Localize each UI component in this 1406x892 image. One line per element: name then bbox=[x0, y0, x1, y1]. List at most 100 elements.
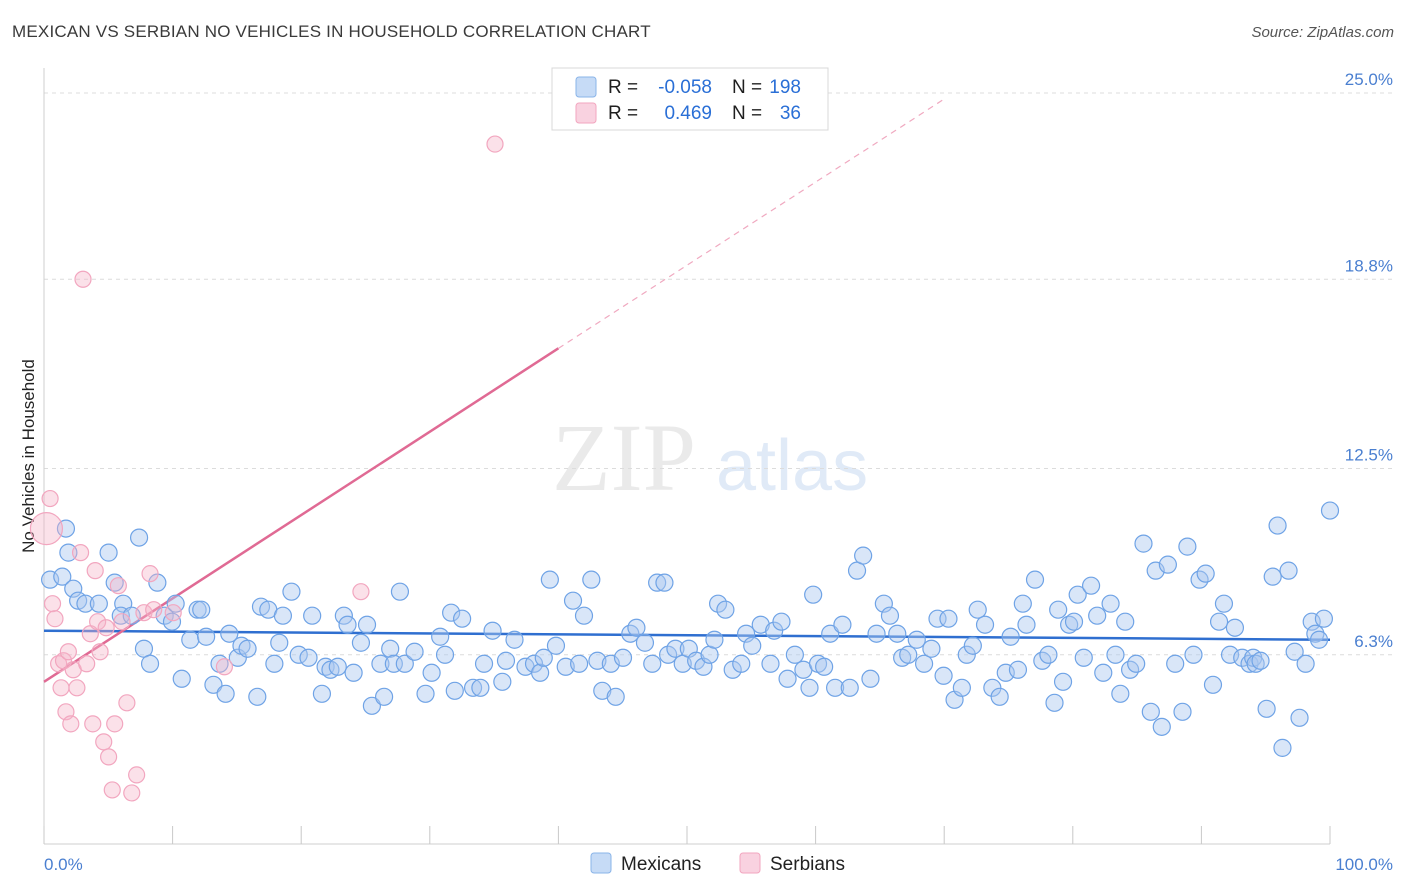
mexicans-point bbox=[1257, 699, 1276, 718]
mexicans-point bbox=[1285, 642, 1304, 661]
mexicans-point bbox=[1060, 615, 1079, 634]
mexicans-point bbox=[1209, 612, 1229, 631]
mexicans-point bbox=[463, 678, 483, 697]
mexicans-point bbox=[952, 678, 971, 697]
mexicans-point bbox=[453, 609, 472, 628]
mexicans-point bbox=[59, 543, 78, 562]
mexicans-point bbox=[344, 663, 363, 682]
mexicans-point bbox=[442, 603, 461, 622]
mexicans-point bbox=[1088, 606, 1107, 625]
mexicans-point bbox=[732, 654, 751, 673]
mexicans-point bbox=[1045, 693, 1064, 712]
mexicans-point bbox=[1196, 564, 1215, 583]
serbians-point bbox=[123, 784, 141, 802]
mexicans-point bbox=[804, 585, 823, 604]
mexicans-point bbox=[1246, 654, 1265, 673]
mexicans-point bbox=[405, 642, 424, 661]
serbians-point bbox=[103, 781, 121, 799]
legend-swatch-mexicans bbox=[575, 76, 597, 98]
legend-n-label-2: N = bbox=[732, 103, 762, 124]
mexicans-point bbox=[606, 687, 625, 706]
serbians-point bbox=[95, 733, 113, 751]
mexicans-point bbox=[800, 678, 819, 697]
mexicans-point bbox=[1273, 738, 1292, 757]
mexicans-point bbox=[505, 630, 524, 649]
mexicans-point bbox=[1094, 663, 1113, 682]
mexicans-point bbox=[172, 669, 191, 688]
x-tick-labels: 0.0% 100.0% bbox=[44, 855, 1393, 874]
mexicans-point bbox=[563, 591, 583, 610]
mexicans-point bbox=[751, 615, 770, 634]
trendlines bbox=[43, 98, 1331, 683]
mexicans-point bbox=[815, 657, 834, 676]
mexicans-point bbox=[248, 687, 267, 706]
mexicans-point bbox=[371, 654, 390, 673]
mexicans-point bbox=[1101, 594, 1120, 613]
mexicans-point bbox=[1017, 615, 1036, 634]
mexicans-point bbox=[627, 618, 646, 637]
mexicans-point bbox=[867, 624, 886, 643]
mexicans-point bbox=[197, 627, 216, 646]
correlation-legend: R = -0.058 N = 198 R = 0.469 N = 36 bbox=[551, 67, 829, 131]
mexicans-point bbox=[648, 573, 667, 592]
mexicans-points bbox=[40, 501, 1340, 757]
mexicans-point bbox=[1127, 654, 1146, 673]
serbians-trendline-extension bbox=[558, 98, 945, 349]
mexicans-point bbox=[435, 645, 455, 664]
mexicans-point bbox=[826, 678, 845, 697]
mexicans-point bbox=[861, 669, 880, 688]
mexicans-point bbox=[192, 600, 211, 619]
serbians-point bbox=[164, 604, 182, 622]
legend-n-label-1: N = bbox=[732, 77, 762, 98]
mexicans-point bbox=[785, 645, 804, 664]
legend-swatch-serbians bbox=[575, 102, 597, 124]
mexicans-point bbox=[273, 606, 293, 625]
serbians-point bbox=[100, 748, 118, 766]
mexicans-point bbox=[181, 630, 200, 649]
gridlines bbox=[44, 92, 1396, 656]
serbians-point bbox=[128, 766, 146, 784]
mexicans-point bbox=[395, 654, 414, 673]
serbians-point bbox=[52, 679, 70, 697]
mexicans-point bbox=[821, 624, 840, 643]
y-tick-labels: 6.3% 12.5% 18.8% 25.0% bbox=[1345, 70, 1393, 651]
mexicans-point bbox=[1166, 654, 1185, 673]
mexicans-point bbox=[496, 651, 516, 670]
serbians-point bbox=[91, 643, 109, 661]
mexicans-point bbox=[1173, 702, 1192, 721]
serbians-point bbox=[29, 511, 64, 546]
mexicans-point bbox=[655, 573, 674, 592]
mexicans-point bbox=[265, 654, 284, 673]
mexicans-point bbox=[743, 636, 762, 655]
mexicans-point bbox=[570, 654, 589, 673]
legend-box bbox=[551, 67, 829, 131]
mexicans-point bbox=[374, 687, 394, 706]
mexicans-point bbox=[431, 627, 450, 646]
mexicans-point bbox=[975, 615, 995, 634]
chart-source: Source: ZipAtlas.com bbox=[1251, 24, 1394, 41]
mexicans-point bbox=[1296, 654, 1315, 673]
mexicans-point bbox=[524, 654, 544, 673]
mexicans-point bbox=[899, 645, 918, 664]
mexicans-point bbox=[708, 594, 728, 613]
mexicans-point bbox=[531, 663, 550, 682]
watermark-atlas: atlas bbox=[716, 426, 868, 506]
mexicans-point bbox=[574, 606, 594, 625]
mexicans-point bbox=[963, 636, 982, 655]
mexicans-point bbox=[700, 645, 719, 664]
serbians-point bbox=[74, 270, 92, 288]
x-tick-label: 100.0% bbox=[1335, 855, 1393, 874]
mexicans-point bbox=[1025, 570, 1045, 589]
serbians-point bbox=[46, 610, 64, 628]
mexicans-point bbox=[89, 594, 108, 613]
serbians-point bbox=[84, 715, 102, 733]
chart-title: MEXICAN VS SERBIAN NO VEHICLES IN HOUSEH… bbox=[12, 22, 651, 41]
mexicans-point bbox=[840, 678, 859, 697]
mexicans-point bbox=[381, 639, 400, 658]
mexicans-point bbox=[1225, 618, 1245, 637]
mexicans-point bbox=[854, 546, 873, 565]
series-legend: Mexicans Serbians bbox=[590, 852, 845, 875]
mexicans-point bbox=[635, 633, 655, 652]
serbians-point bbox=[135, 604, 153, 622]
